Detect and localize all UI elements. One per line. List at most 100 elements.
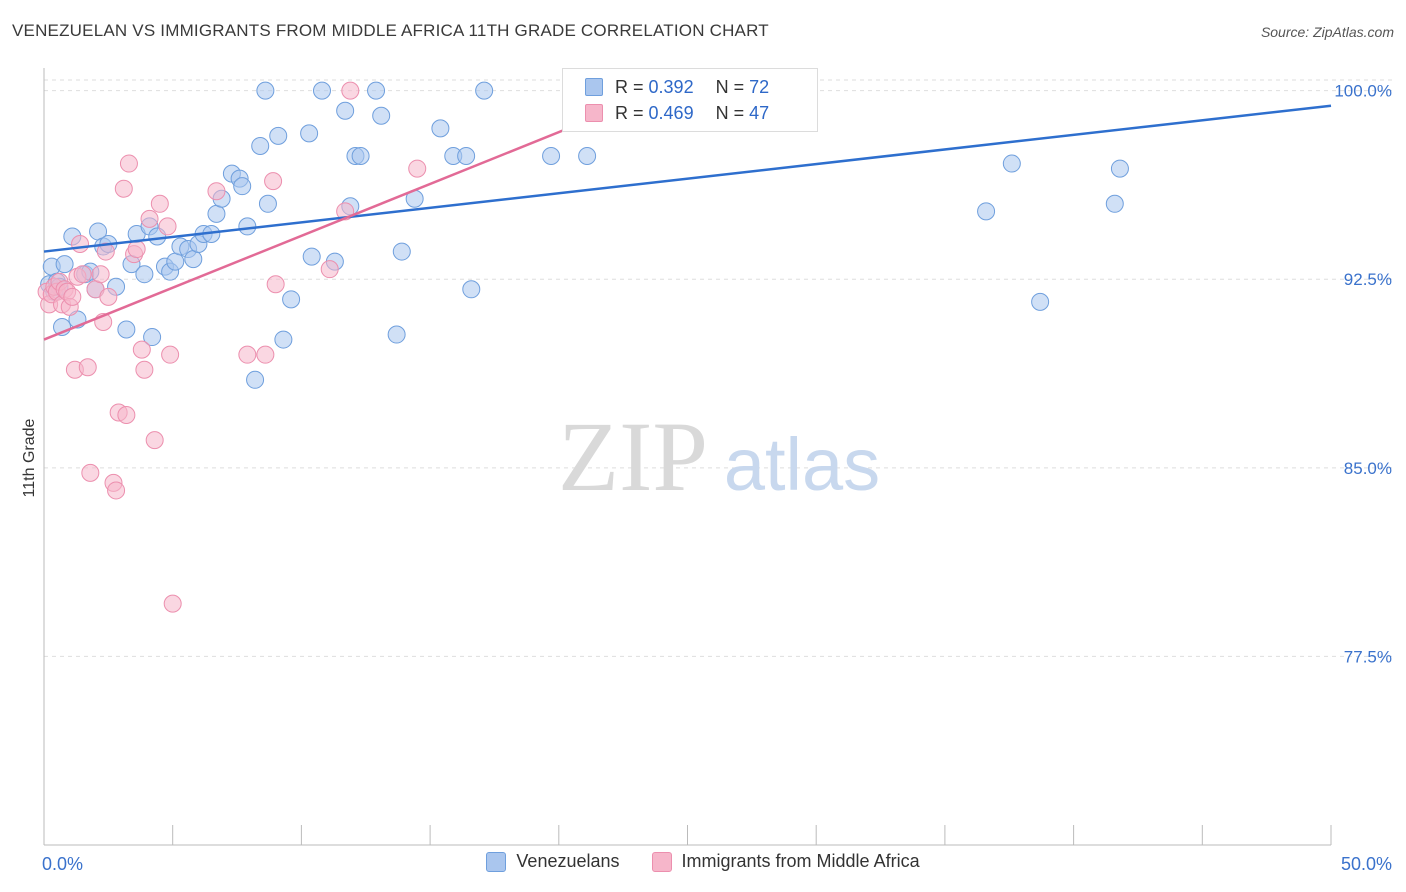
data-point bbox=[392, 242, 411, 261]
data-point bbox=[578, 147, 597, 166]
legend-row-venezuelans: R = 0.392 N = 72 bbox=[585, 75, 769, 99]
data-point bbox=[256, 81, 275, 100]
data-point bbox=[1110, 159, 1129, 178]
gridlines bbox=[44, 79, 1392, 657]
data-point bbox=[320, 260, 339, 279]
y-tick-label: 85.0% bbox=[1344, 459, 1392, 478]
data-point bbox=[127, 240, 146, 259]
legend-swatch-pink bbox=[651, 851, 672, 872]
data-point bbox=[1031, 292, 1050, 311]
y-tick-label: 92.5% bbox=[1344, 270, 1392, 289]
data-point bbox=[457, 147, 476, 166]
data-point bbox=[367, 81, 386, 100]
data-point bbox=[282, 290, 301, 309]
data-point bbox=[1105, 194, 1124, 213]
series-legend: Venezuelans Immigrants from Middle Afric… bbox=[0, 851, 1406, 872]
data-point bbox=[145, 431, 164, 450]
y-tick-label: 100.0% bbox=[1334, 82, 1392, 101]
watermark-atlas: atlas bbox=[724, 423, 880, 506]
data-point bbox=[207, 182, 226, 201]
data-point bbox=[135, 360, 154, 379]
data-point bbox=[475, 81, 494, 100]
data-point bbox=[184, 250, 203, 269]
y-tick-label: 77.5% bbox=[1344, 647, 1392, 666]
data-point bbox=[256, 345, 275, 364]
x-tick-label: 0.0% bbox=[42, 854, 83, 874]
tick-labels: 100.0% 92.5% 85.0% 77.5% 0.0% 50.0% bbox=[42, 82, 1392, 874]
legend-r-value: 0.392 bbox=[648, 76, 694, 97]
legend-item-middle-africa: Immigrants from Middle Africa bbox=[651, 851, 920, 872]
watermark: ZIP atlas bbox=[558, 401, 880, 512]
data-point bbox=[408, 159, 427, 178]
data-point bbox=[73, 265, 92, 284]
data-point bbox=[336, 101, 355, 120]
data-point bbox=[117, 406, 136, 425]
data-point bbox=[341, 81, 360, 100]
legend-n-label: N = bbox=[715, 76, 745, 97]
data-point bbox=[166, 252, 185, 271]
legend-r-label: R = bbox=[615, 102, 644, 123]
legend-n-label: N = bbox=[715, 102, 745, 123]
data-point bbox=[114, 179, 133, 198]
data-point bbox=[387, 325, 406, 344]
legend-swatch-blue bbox=[486, 851, 507, 872]
data-point bbox=[462, 280, 481, 299]
data-point bbox=[63, 287, 82, 306]
data-point bbox=[258, 194, 277, 213]
legend-r-value: 0.469 bbox=[648, 102, 694, 123]
legend-label-venezuelans: Venezuelans bbox=[516, 851, 620, 871]
data-point bbox=[107, 481, 126, 500]
data-point bbox=[132, 340, 151, 359]
trendline-middle-africa bbox=[43, 89, 663, 341]
stats-legend: R = 0.392 N = 72 R = 0.469 N = 47 bbox=[562, 68, 818, 132]
data-point bbox=[71, 235, 90, 254]
legend-r-label: R = bbox=[615, 76, 644, 97]
data-point bbox=[150, 194, 169, 213]
legend-item-venezuelans: Venezuelans bbox=[486, 851, 620, 872]
data-point bbox=[207, 204, 226, 223]
data-point bbox=[372, 106, 391, 125]
data-point bbox=[300, 124, 319, 143]
data-point bbox=[78, 358, 97, 377]
data-point bbox=[269, 126, 288, 145]
data-point bbox=[431, 119, 450, 138]
data-point bbox=[977, 202, 996, 221]
data-point bbox=[81, 463, 100, 482]
data-point bbox=[119, 154, 138, 173]
data-point bbox=[1002, 154, 1021, 173]
data-point bbox=[238, 217, 257, 236]
x-tick-label: 50.0% bbox=[1341, 854, 1392, 874]
data-point bbox=[55, 255, 74, 274]
data-point bbox=[158, 217, 177, 236]
data-point bbox=[542, 147, 561, 166]
data-point bbox=[96, 242, 115, 261]
data-point bbox=[351, 147, 370, 166]
data-point bbox=[302, 247, 321, 266]
data-point bbox=[312, 81, 331, 100]
watermark-zip: ZIP bbox=[558, 401, 708, 512]
data-point bbox=[140, 209, 159, 228]
legend-swatch-pink bbox=[585, 104, 603, 122]
legend-n-value: 47 bbox=[749, 102, 770, 123]
legend-row-middle-africa: R = 0.469 N = 47 bbox=[585, 101, 769, 125]
data-point bbox=[161, 345, 180, 364]
data-point bbox=[117, 320, 136, 339]
chart-title: VENEZUELAN VS IMMIGRANTS FROM MIDDLE AFR… bbox=[12, 21, 769, 40]
data-point bbox=[264, 172, 283, 191]
legend-label-middle-africa: Immigrants from Middle Africa bbox=[681, 851, 920, 871]
data-point bbox=[266, 275, 285, 294]
data-point bbox=[238, 345, 257, 364]
data-point bbox=[274, 330, 293, 349]
trendlines bbox=[43, 89, 1332, 341]
data-point bbox=[233, 177, 252, 196]
source-credit: Source: ZipAtlas.com bbox=[1260, 24, 1394, 40]
legend-n-value: 72 bbox=[749, 76, 770, 97]
legend-swatch-blue bbox=[585, 78, 603, 96]
trendline-venezuelans bbox=[43, 104, 1332, 253]
axes bbox=[43, 68, 1332, 846]
data-point bbox=[91, 265, 110, 284]
data-point bbox=[143, 328, 162, 347]
data-point bbox=[99, 287, 118, 306]
data-point bbox=[163, 594, 182, 613]
